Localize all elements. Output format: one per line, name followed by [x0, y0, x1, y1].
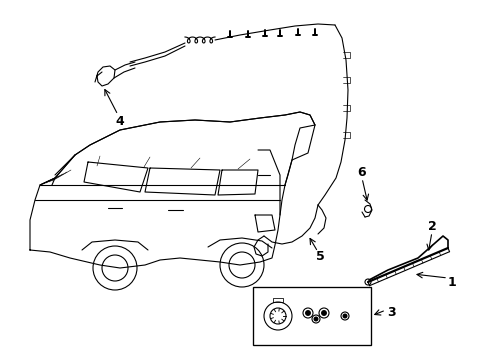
Circle shape [343, 314, 346, 318]
Circle shape [321, 311, 325, 315]
Bar [252, 287, 370, 345]
Text: 4: 4 [115, 114, 124, 127]
Text: 6: 6 [357, 166, 366, 179]
Circle shape [314, 317, 317, 321]
Text: 5: 5 [315, 251, 324, 264]
Circle shape [305, 311, 309, 315]
Text: 1: 1 [447, 276, 455, 289]
Text: 3: 3 [387, 306, 395, 319]
Text: 2: 2 [427, 220, 435, 233]
